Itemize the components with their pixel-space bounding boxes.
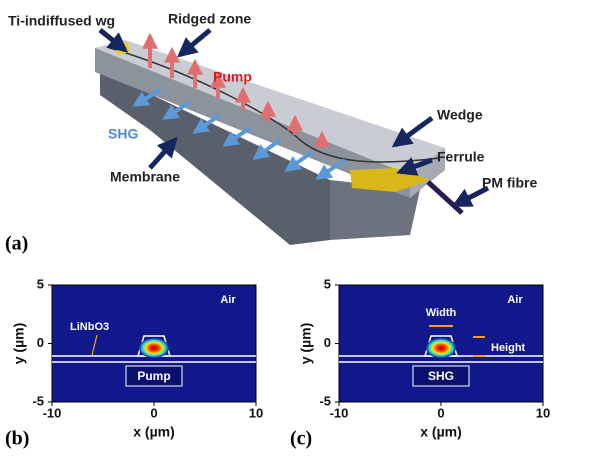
mode-plot: SHG Air Width Height -10 0 10 5 0 -5 x (µm) y (µm) — [298, 276, 551, 439]
mode-plot: Pump Air LiNbO3 -10 0 10 5 0 -5 x (µm) y (µm) — [11, 276, 264, 439]
callout: Ti-indiffused wg — [8, 13, 115, 29]
annotation: Air — [220, 294, 236, 306]
annotation: LiNbO3 — [70, 321, 109, 333]
x-tick-label: 0 — [150, 405, 157, 420]
annotation: Width — [426, 307, 457, 319]
mode-profile — [139, 338, 169, 358]
panel-label: (a) — [5, 233, 28, 255]
x-tick-label: 10 — [249, 405, 263, 420]
y-tick-label: 5 — [324, 276, 331, 291]
x-tick-label: -10 — [43, 405, 62, 420]
x-axis-label: x (µm) — [420, 424, 462, 440]
callout: Membrane — [110, 169, 180, 185]
callout: Ridged zone — [168, 11, 251, 27]
mode-profile — [426, 338, 456, 358]
y-tick-label: 5 — [37, 276, 44, 291]
callout: Ferrule — [437, 149, 485, 165]
mode-label: SHG — [428, 369, 454, 383]
callout: Wedge — [437, 107, 483, 123]
y-tick-label: 0 — [324, 335, 331, 350]
callout: PM fibre — [482, 175, 537, 191]
panel-label: (c) — [290, 428, 312, 450]
figure: Ti-indiffused wg Ridged zone Pump SHG Me… — [0, 0, 595, 456]
y-tick-label: -5 — [32, 393, 44, 408]
panel-label: (b) — [5, 428, 29, 450]
annotation: Height — [491, 342, 526, 354]
x-axis-label: x (µm) — [133, 424, 175, 440]
y-tick-label: -5 — [319, 393, 331, 408]
y-axis-label: y (µm) — [11, 323, 27, 365]
y-tick-label: 0 — [37, 335, 44, 350]
callout: SHG — [108, 126, 138, 142]
x-tick-label: 0 — [437, 405, 444, 420]
device-drawing: Ti-indiffused wg Ridged zone Pump SHG Me… — [8, 11, 537, 245]
callout: Pump — [213, 69, 252, 85]
annotation: Air — [507, 294, 523, 306]
x-tick-label: 10 — [536, 405, 550, 420]
mode-label: Pump — [137, 369, 170, 383]
x-tick-label: -10 — [330, 405, 349, 420]
y-axis-label: y (µm) — [298, 323, 314, 365]
fibre — [428, 182, 462, 213]
